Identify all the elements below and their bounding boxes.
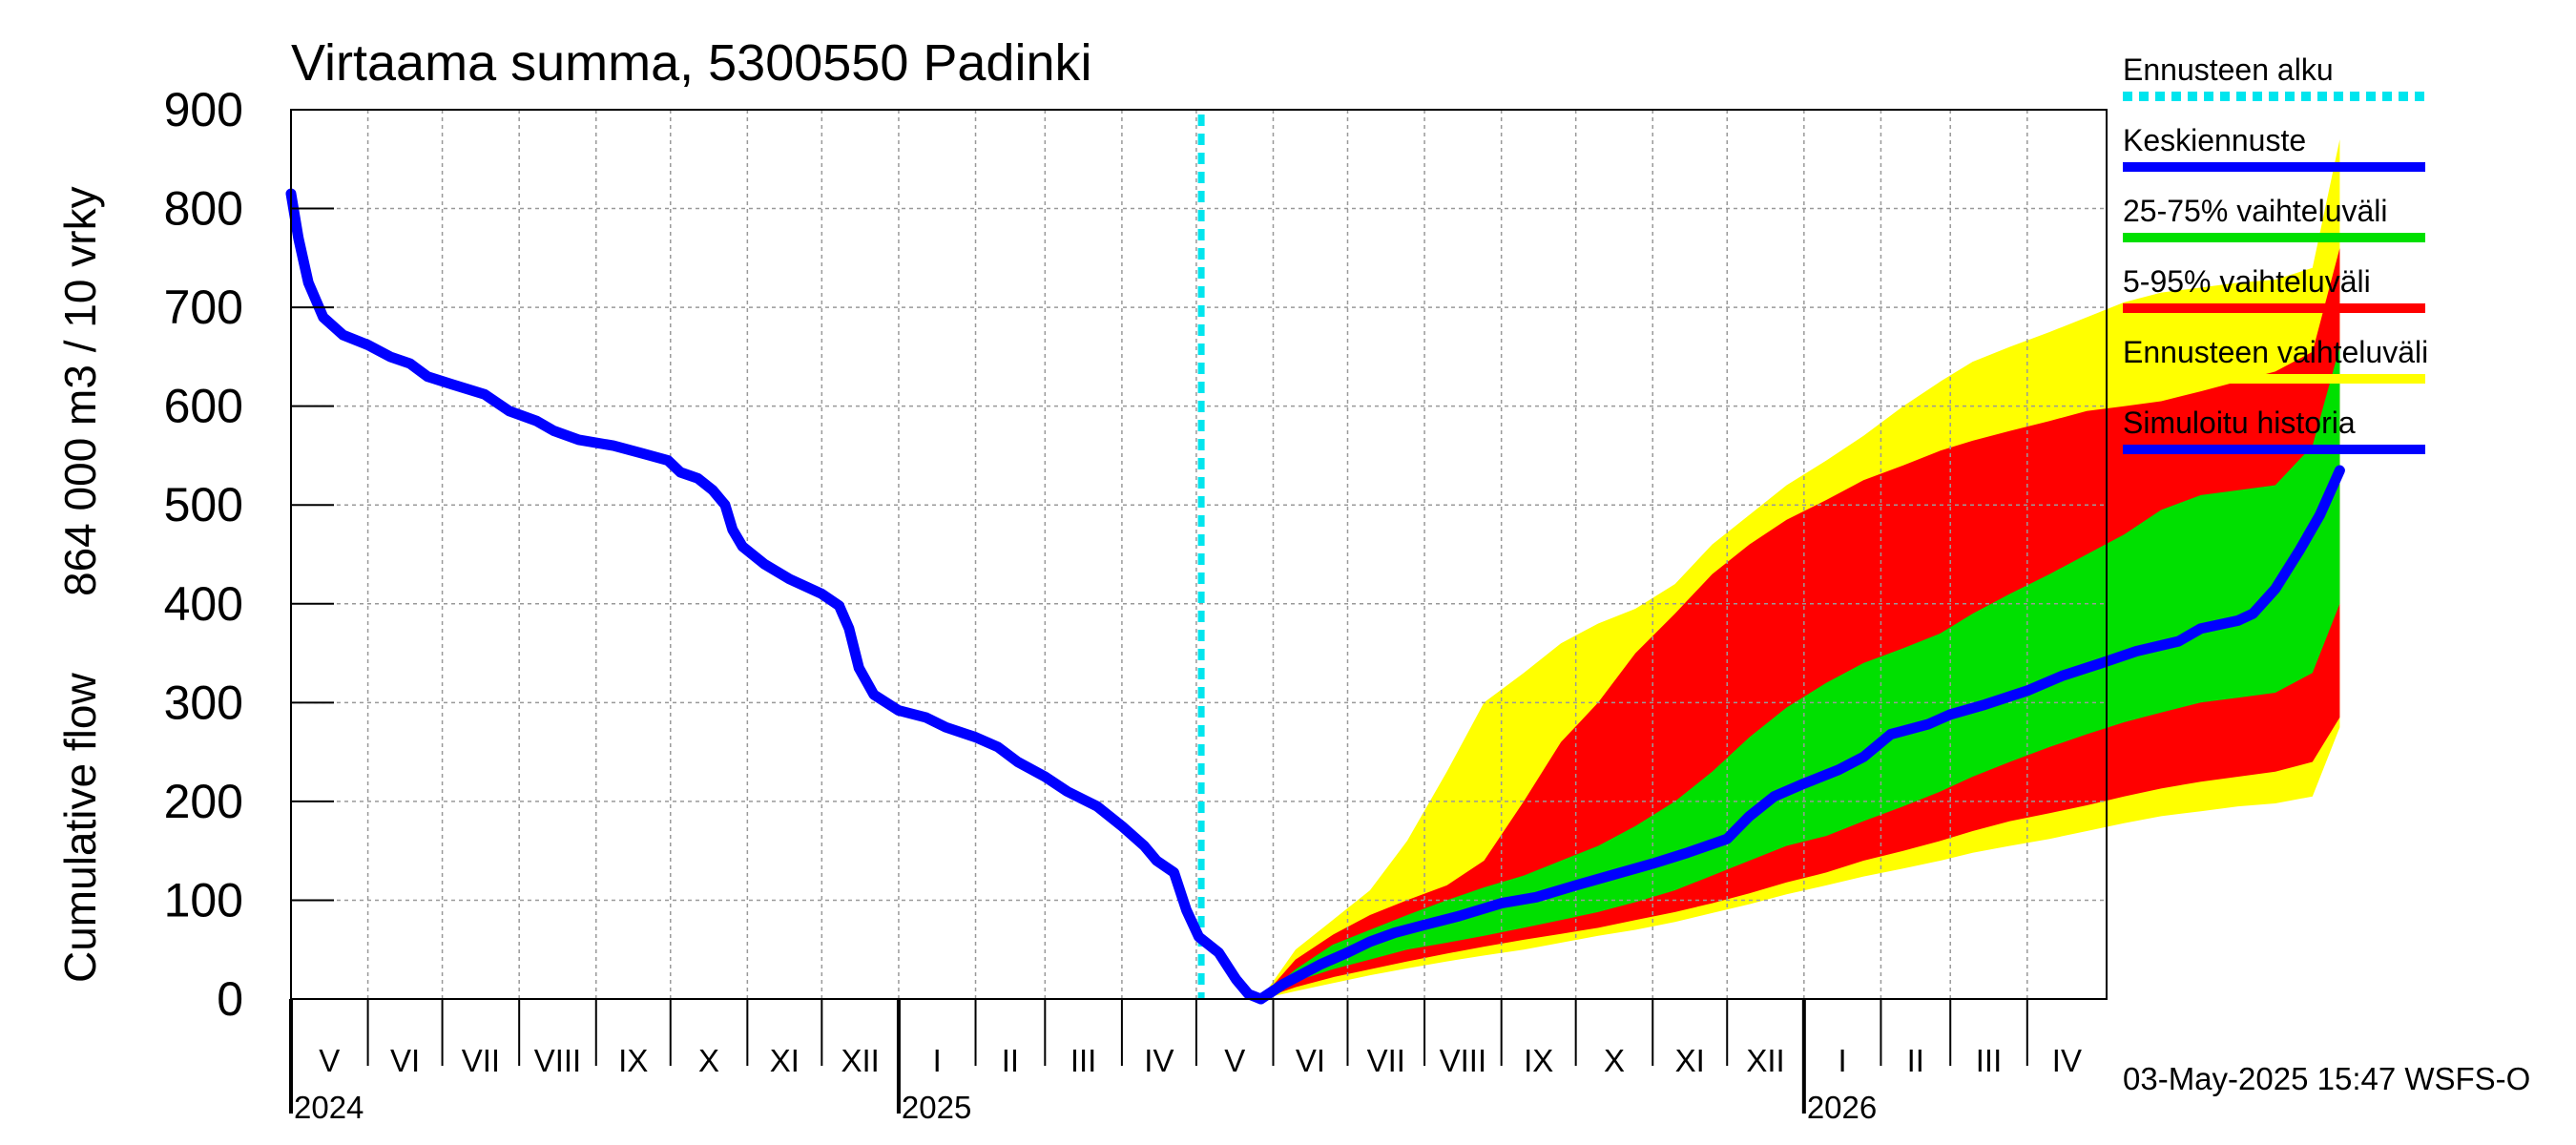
x-month-label: V (1224, 1043, 1245, 1078)
footer-timestamp: 03-May-2025 15:47 WSFS-O (2123, 1061, 2530, 1096)
x-month-label: VII (1367, 1043, 1405, 1078)
x-month-label: II (1907, 1043, 1924, 1078)
x-month-label: XII (1746, 1043, 1784, 1078)
x-month-label: I (1839, 1043, 1847, 1078)
y-axis-label-bottom: Cumulative flow (55, 673, 105, 983)
legend-label: Ennusteen vaihteluväli (2123, 335, 2428, 369)
series-simuloitu-historia (285, 188, 1266, 1005)
y-tick-label: 600 (164, 380, 243, 433)
band-25-75-vaihteluv-li (1260, 346, 2340, 999)
legend-label: 5-95% vaihteluväli (2123, 264, 2371, 299)
x-month-label: VIII (1440, 1043, 1487, 1078)
x-month-label: VI (1296, 1043, 1325, 1078)
x-month-label: VI (390, 1043, 420, 1078)
band-5-95-vaihteluv-li (1260, 248, 2340, 999)
x-month-label: XII (841, 1043, 879, 1078)
x-month-label: III (1070, 1043, 1097, 1078)
x-month-label: III (1976, 1043, 2003, 1078)
axes (289, 109, 2108, 1114)
forecast-bands (1260, 139, 2340, 1000)
legend-label: 25-75% vaihteluväli (2123, 194, 2388, 228)
y-tick-label: 0 (217, 972, 243, 1026)
x-month-label: II (1002, 1043, 1019, 1078)
series-keskiennuste (1256, 465, 2345, 1005)
x-month-label: VII (462, 1043, 500, 1078)
x-month-label: X (1604, 1043, 1625, 1078)
y-axis-label-top: 864 000 m3 / 10 vrky (55, 186, 105, 596)
y-tick-label: 200 (164, 775, 243, 828)
legend-label: Keskiennuste (2123, 123, 2306, 157)
y-tick-label: 300 (164, 676, 243, 729)
x-month-label: X (698, 1043, 719, 1078)
y-tick-label: 500 (164, 478, 243, 531)
chart-title: Virtaama summa, 5300550 Padinki (291, 34, 1091, 92)
series-lines (285, 114, 2345, 1005)
x-month-label: IV (2052, 1043, 2082, 1078)
legend: Ennusteen alku Keskiennuste 25-75% vaihtel… (2123, 52, 2428, 454)
x-month-label: VIII (534, 1043, 582, 1078)
x-month-label: V (319, 1043, 340, 1078)
y-tick-label: 900 (164, 83, 243, 136)
plot-frame (290, 109, 2108, 1000)
x-year-label: 2026 (1807, 1090, 1877, 1125)
x-year-label: 2025 (902, 1090, 971, 1125)
y-tick-labels: 0 100 200 300 400 500 600 700 800 900 (164, 83, 243, 1026)
legend-label: Ennusteen alku (2123, 52, 2334, 87)
y-tick-label: 700 (164, 281, 243, 334)
grid-lines (290, 109, 2107, 1000)
x-tick-labels: V VI VII VIII IX X XI XII I II III IV V VI VII VIII IX X X… (294, 1043, 2082, 1125)
x-month-label: I (933, 1043, 942, 1078)
legend-label: Simuloitu historia (2123, 406, 2356, 440)
x-year-label: 2024 (294, 1090, 364, 1125)
y-tick-label: 100 (164, 873, 243, 926)
x-month-label: XI (1675, 1043, 1705, 1078)
x-month-label: XI (770, 1043, 800, 1078)
x-month-label: IX (1524, 1043, 1553, 1078)
y-tick-label: 800 (164, 182, 243, 236)
x-month-label: IX (618, 1043, 648, 1078)
x-month-label: IV (1144, 1043, 1174, 1078)
y-tick-label: 400 (164, 577, 243, 631)
